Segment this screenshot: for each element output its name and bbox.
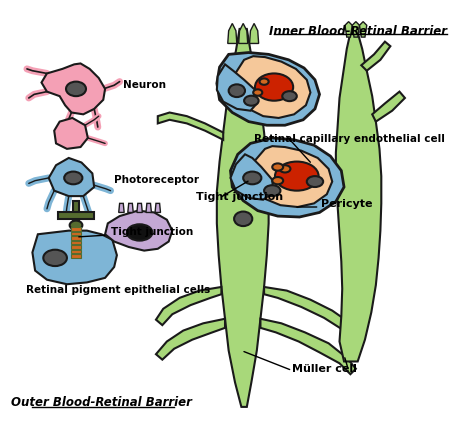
Polygon shape <box>217 64 258 111</box>
Text: Tight junction: Tight junction <box>196 191 283 201</box>
Text: Outer Blood-Retinal Barrier: Outer Blood-Retinal Barrier <box>11 396 192 409</box>
Text: Inner Blood-Retinal Barrier: Inner Blood-Retinal Barrier <box>269 25 447 38</box>
Polygon shape <box>156 319 225 360</box>
Polygon shape <box>72 245 81 249</box>
Text: Neuron: Neuron <box>123 80 166 90</box>
Polygon shape <box>49 158 94 196</box>
Polygon shape <box>217 29 269 407</box>
Text: Photoreceptor: Photoreceptor <box>114 175 199 185</box>
Ellipse shape <box>260 79 269 85</box>
Text: Retinal capillary endothelial cell: Retinal capillary endothelial cell <box>254 134 445 145</box>
Polygon shape <box>72 236 81 240</box>
Polygon shape <box>118 204 124 213</box>
Polygon shape <box>345 22 352 37</box>
Polygon shape <box>230 155 273 200</box>
Polygon shape <box>352 22 359 37</box>
Polygon shape <box>228 23 237 43</box>
Ellipse shape <box>70 220 82 230</box>
Polygon shape <box>234 56 310 118</box>
Polygon shape <box>158 112 223 140</box>
Polygon shape <box>58 213 94 219</box>
Polygon shape <box>42 63 105 114</box>
Polygon shape <box>372 92 405 122</box>
Text: Müller cell: Müller cell <box>292 364 357 374</box>
Polygon shape <box>249 23 259 43</box>
Ellipse shape <box>234 211 252 226</box>
Polygon shape <box>128 204 133 213</box>
Polygon shape <box>230 138 344 217</box>
Polygon shape <box>146 204 151 213</box>
Polygon shape <box>250 146 332 207</box>
Polygon shape <box>72 231 81 235</box>
Polygon shape <box>359 22 367 37</box>
Polygon shape <box>217 53 319 125</box>
Polygon shape <box>105 210 173 250</box>
Text: Pericyte: Pericyte <box>321 199 373 209</box>
Text: Tight junction: Tight junction <box>79 227 193 237</box>
Ellipse shape <box>228 84 245 97</box>
Ellipse shape <box>43 250 67 266</box>
Polygon shape <box>72 240 81 244</box>
Ellipse shape <box>243 171 261 184</box>
Ellipse shape <box>255 73 293 101</box>
Ellipse shape <box>272 177 283 184</box>
Ellipse shape <box>244 96 259 106</box>
Ellipse shape <box>272 163 283 171</box>
Polygon shape <box>32 230 117 284</box>
Polygon shape <box>361 42 391 71</box>
Polygon shape <box>238 23 248 43</box>
Ellipse shape <box>275 161 319 191</box>
Text: Retinal pigment epithelial cells: Retinal pigment epithelial cells <box>26 285 210 295</box>
Ellipse shape <box>264 185 281 196</box>
Ellipse shape <box>64 171 82 184</box>
Polygon shape <box>54 118 88 149</box>
Polygon shape <box>260 319 356 374</box>
Polygon shape <box>72 227 81 230</box>
Ellipse shape <box>253 89 262 96</box>
Polygon shape <box>264 287 362 342</box>
Polygon shape <box>72 254 81 258</box>
Polygon shape <box>156 287 221 325</box>
Ellipse shape <box>282 91 297 101</box>
Ellipse shape <box>280 165 291 172</box>
Polygon shape <box>73 201 79 233</box>
Ellipse shape <box>127 224 152 240</box>
Ellipse shape <box>66 82 86 96</box>
Polygon shape <box>72 250 81 253</box>
Polygon shape <box>137 204 142 213</box>
Polygon shape <box>155 204 161 213</box>
Polygon shape <box>336 33 381 362</box>
Ellipse shape <box>307 176 323 187</box>
